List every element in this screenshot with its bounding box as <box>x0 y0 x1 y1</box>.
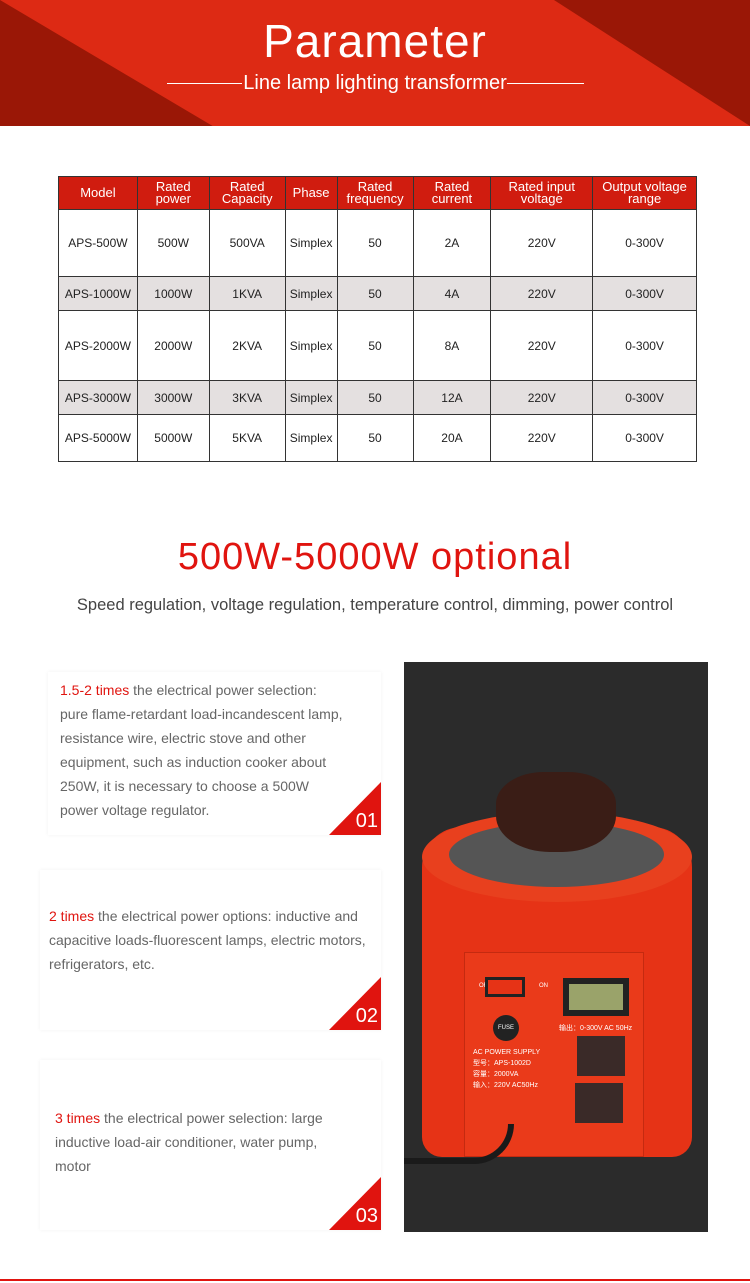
highlight: 2 times <box>49 908 95 924</box>
table-cell: APS-1000W <box>58 276 138 311</box>
table-cell: 50 <box>336 276 414 311</box>
table-cell: 50 <box>336 209 414 277</box>
power-outlet <box>577 1036 625 1076</box>
column-header: Rated current <box>412 176 492 210</box>
control-knob <box>496 772 616 852</box>
table-cell: Simplex <box>284 414 338 462</box>
table-cell: APS-5000W <box>58 414 138 462</box>
power-cord <box>404 1124 514 1164</box>
table-cell: 1KVA <box>208 276 286 311</box>
table-cell: 0-300V <box>592 414 697 462</box>
optional-subtitle: Speed regulation, voltage regulation, te… <box>76 596 674 614</box>
power-outlet <box>575 1083 623 1123</box>
highlight: 1.5-2 times <box>60 682 130 698</box>
table-cell: 220V <box>490 209 594 277</box>
info-block-3: 3 times the electrical power selection: … <box>40 1060 381 1230</box>
info-block-1: 1.5-2 times the electrical power selecti… <box>48 672 381 835</box>
page-subtitle: Line lamp lighting transformer <box>243 72 507 94</box>
table-row: APS-500W 500W 500VA Simplex 50 2A 220V 0-300V <box>58 209 697 277</box>
parameter-table: Model Rated power Rated Capacity Phase Rated… <box>58 176 697 462</box>
table-row: APS-5000W 5000W 5KVA Simplex 50 20A 220V 0-300V <box>58 414 697 462</box>
table-cell: 50 <box>336 414 414 462</box>
product-photo: OFF ON 输出：0-300V AC 50Hz FUSE AC POWER S… <box>404 662 708 1232</box>
block-text: the electrical power selection: pure fla… <box>60 682 343 818</box>
column-header: Output voltage range <box>592 176 697 210</box>
column-header: Rated power <box>136 176 210 210</box>
lcd-display <box>563 978 629 1016</box>
table-cell: 3000W <box>136 380 210 415</box>
block-number: 01 <box>355 810 378 832</box>
output-label: 输出：0-300V AC 50Hz <box>559 1025 633 1032</box>
column-header: Rated frequency <box>336 176 414 210</box>
table-cell: 500W <box>136 209 210 277</box>
highlight: 3 times <box>55 1110 101 1126</box>
page-title: Parameter <box>263 15 487 67</box>
table-cell: 1000W <box>136 276 210 311</box>
banner-decoration <box>554 0 750 126</box>
table-row: APS-1000W 1000W 1KVA Simplex 50 4A 220V 0-300V <box>58 276 697 311</box>
table-cell: 0-300V <box>592 209 697 277</box>
table-cell: Simplex <box>284 209 338 277</box>
front-panel: OFF ON 输出：0-300V AC 50Hz FUSE AC POWER S… <box>464 952 644 1157</box>
table-cell: 0-300V <box>592 310 697 381</box>
block-text: the electrical power selection: large in… <box>55 1110 323 1174</box>
table-cell: 2KVA <box>208 310 286 381</box>
supply-label: AC POWER SUPPLY <box>473 1049 541 1056</box>
divider <box>507 83 584 84</box>
table-cell: 220V <box>490 310 594 381</box>
column-header: Model <box>58 176 138 210</box>
table-cell: Simplex <box>284 276 338 311</box>
table-cell: APS-500W <box>58 209 138 277</box>
table-cell: 220V <box>490 414 594 462</box>
block-text: the electrical power options: inductive … <box>49 908 366 972</box>
optional-title: 500W-5000W optional <box>177 536 573 578</box>
table-cell: 220V <box>490 276 594 311</box>
table-cell: 50 <box>336 310 414 381</box>
table-cell: 2A <box>412 209 492 277</box>
table-cell: 12A <box>412 380 492 415</box>
table-cell: 3KVA <box>208 380 286 415</box>
table-header: Model Rated power Rated Capacity Phase Rated… <box>58 176 697 210</box>
table-cell: 0-300V <box>592 276 697 311</box>
table-cell: 50 <box>336 380 414 415</box>
column-header: Rated input voltage <box>490 176 594 210</box>
table-cell: APS-3000W <box>58 380 138 415</box>
column-header: Rated Capacity <box>208 176 286 210</box>
input-label: 输入：220V AC50Hz <box>473 1082 538 1089</box>
table-cell: 220V <box>490 380 594 415</box>
info-block-2: 2 times the electrical power options: in… <box>40 870 381 1030</box>
table-cell: Simplex <box>284 310 338 381</box>
table-row: APS-3000W 3000W 3KVA Simplex 50 12A 220V 0-300V <box>58 380 697 415</box>
table-cell: 500VA <box>208 209 286 277</box>
banner-decoration <box>0 0 216 126</box>
table-cell: 5000W <box>136 414 210 462</box>
column-header: Phase <box>284 176 338 210</box>
block-number: 02 <box>355 1005 378 1027</box>
capacity-label: 容量：2000VA <box>473 1071 519 1078</box>
corner-triangle <box>329 977 381 1030</box>
table-cell: 2000W <box>136 310 210 381</box>
on-label: ON <box>539 983 548 989</box>
divider <box>167 83 242 84</box>
table-cell: APS-2000W <box>58 310 138 381</box>
fuse-holder: FUSE <box>493 1015 519 1041</box>
header-banner: Parameter Line lamp lighting transformer <box>0 0 750 126</box>
footer-line <box>0 1279 750 1281</box>
table-cell: 8A <box>412 310 492 381</box>
model-label: 型号：APS-1002D <box>473 1060 531 1067</box>
table-cell: 5KVA <box>208 414 286 462</box>
panel-info: AC POWER SUPPLY 型号：APS-1002D 容量：2000VA 输… <box>473 1047 540 1091</box>
table-cell: 4A <box>412 276 492 311</box>
table-cell: 20A <box>412 414 492 462</box>
table-cell: 0-300V <box>592 380 697 415</box>
corner-triangle <box>329 1177 381 1230</box>
table-cell: Simplex <box>284 380 338 415</box>
table-row: APS-2000W 2000W 2KVA Simplex 50 8A 220V 0-300V <box>58 310 697 381</box>
power-switch <box>485 977 525 997</box>
corner-triangle <box>329 782 381 835</box>
block-number: 03 <box>355 1205 378 1227</box>
